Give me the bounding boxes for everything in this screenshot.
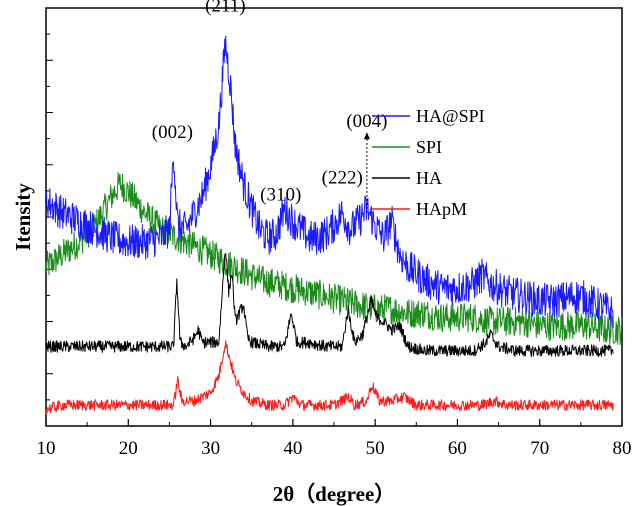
x-axis-title: 2θ（degree） [273, 482, 396, 506]
series-line-ha-spi [45, 35, 614, 329]
series-layer [45, 35, 623, 415]
x-tick-label: 80 [613, 438, 632, 459]
series-line-ha [45, 253, 614, 358]
peak-label: (002) [152, 122, 193, 143]
legend-label-ha-spi: HA@SPI [416, 106, 485, 126]
x-tick-label: 70 [530, 438, 549, 459]
peak-label: (222) [322, 168, 363, 189]
peak-004-arrowhead [363, 132, 370, 140]
x-tick-label: 10 [37, 438, 56, 459]
legend-label-spi: SPI [416, 137, 442, 157]
x-tick-label: 30 [201, 438, 220, 459]
peak-label: (004) [346, 111, 387, 132]
peak-annotations: (211) (002) (004) (310) (222) [152, 0, 387, 213]
legend-label-hapm: HApM [416, 199, 467, 219]
plot-frame [45, 7, 623, 427]
series-line-spi [45, 171, 623, 346]
series-line-hapm [45, 340, 614, 415]
legend-label-ha: HA [416, 168, 442, 188]
peak-label: (310) [260, 184, 301, 205]
x-tick-label: 60 [448, 438, 467, 459]
x-tick-label: 40 [283, 438, 302, 459]
peak-label: (211) [205, 0, 245, 16]
x-tick-label: 50 [366, 438, 385, 459]
y-axis-title: Itensity [11, 183, 35, 251]
x-axis-ticks: 10 20 30 40 50 60 70 80 [37, 419, 632, 459]
legend: HA@SPI SPI HA HApM [372, 106, 485, 219]
x-tick-label: 20 [119, 438, 138, 459]
